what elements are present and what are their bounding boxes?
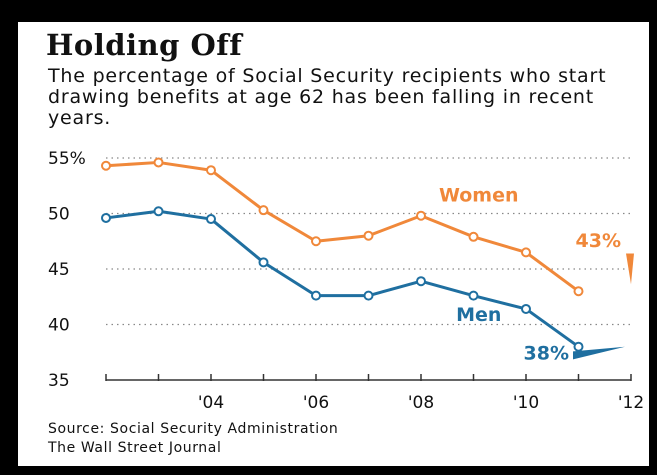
men-point	[468, 290, 479, 301]
women-point	[363, 230, 374, 241]
source-note: Source: Social Security Administration T…	[48, 420, 338, 458]
women-end-pointer	[626, 253, 634, 285]
women-point	[468, 231, 479, 242]
series-label-men: Men	[456, 304, 501, 326]
chart-subtitle: The percentage of Social Security recipi…	[48, 65, 607, 129]
chart-card: Holding Off The percentage of Social Sec…	[18, 22, 649, 466]
men-point	[363, 290, 374, 301]
y-tick-label: 45	[48, 260, 70, 280]
y-tick-label: 40	[48, 316, 70, 336]
x-tick-label: '04	[198, 393, 224, 413]
women-point	[153, 157, 164, 168]
women-point	[521, 247, 531, 258]
men-point	[101, 212, 111, 223]
men-line	[105, 209, 580, 348]
women-point	[258, 205, 269, 216]
women-point	[101, 160, 111, 171]
men-point	[258, 257, 269, 268]
source-line: Source: Social Security Administration	[48, 421, 339, 437]
x-tick-label: '10	[513, 393, 539, 413]
men-point	[573, 341, 584, 352]
labels-layer: 55% 50 45 40 35 '04 '06 '08 '10 '12 Women Men 43% 38%	[48, 149, 644, 413]
series-layer	[101, 157, 584, 352]
x-tick-label: '06	[303, 393, 329, 413]
chart-title: Holding Off	[46, 28, 243, 62]
y-tick-label: 55%	[48, 149, 86, 169]
men-end-label: 38%	[524, 342, 569, 364]
x-tick-label: '12	[618, 393, 644, 413]
line-chart: 55% 50 45 40 35 '04 '06 '08 '10 '12 Women Men 43% 38%	[48, 149, 644, 413]
men-point	[311, 290, 321, 301]
men-point	[153, 206, 164, 217]
women-point	[573, 286, 584, 297]
y-tick-label: 50	[48, 205, 70, 225]
men-end-pointer	[573, 346, 625, 360]
men-point	[416, 276, 426, 287]
women-end-label: 43%	[576, 230, 621, 252]
series-label-women: Women	[439, 184, 519, 206]
women-line	[105, 160, 580, 293]
x-axis	[105, 374, 632, 381]
men-point	[521, 303, 531, 314]
women-point	[311, 236, 321, 247]
x-tick-label: '08	[408, 393, 434, 413]
women-point	[206, 165, 216, 176]
publisher-line: The Wall Street Journal	[48, 440, 222, 456]
y-tick-label: 35	[48, 371, 70, 391]
men-point	[206, 214, 216, 225]
women-point	[416, 210, 426, 221]
